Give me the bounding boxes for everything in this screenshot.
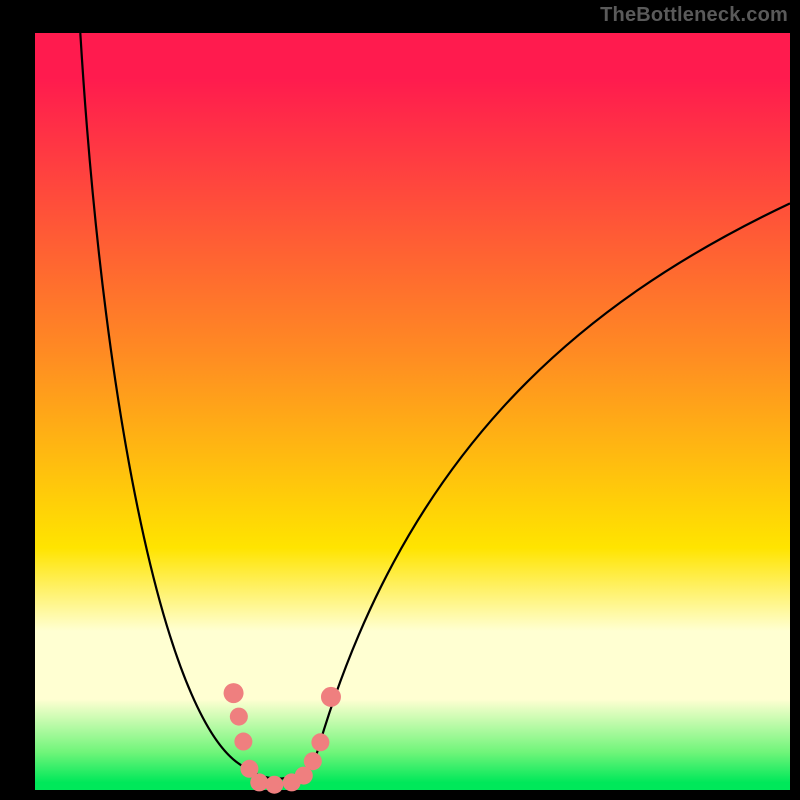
marker-dot [321, 687, 341, 707]
plot-area [35, 33, 790, 790]
curve-layer [35, 33, 790, 790]
bottleneck-curve [80, 33, 790, 779]
marker-dot [230, 708, 248, 726]
marker-dot [311, 733, 329, 751]
marker-dot [304, 752, 322, 770]
marker-dot [234, 733, 252, 751]
marker-dot [265, 776, 283, 794]
marker-dot [224, 683, 244, 703]
marker-dot [250, 773, 268, 791]
watermark: TheBottleneck.com [600, 4, 788, 27]
markers-group [224, 683, 341, 794]
